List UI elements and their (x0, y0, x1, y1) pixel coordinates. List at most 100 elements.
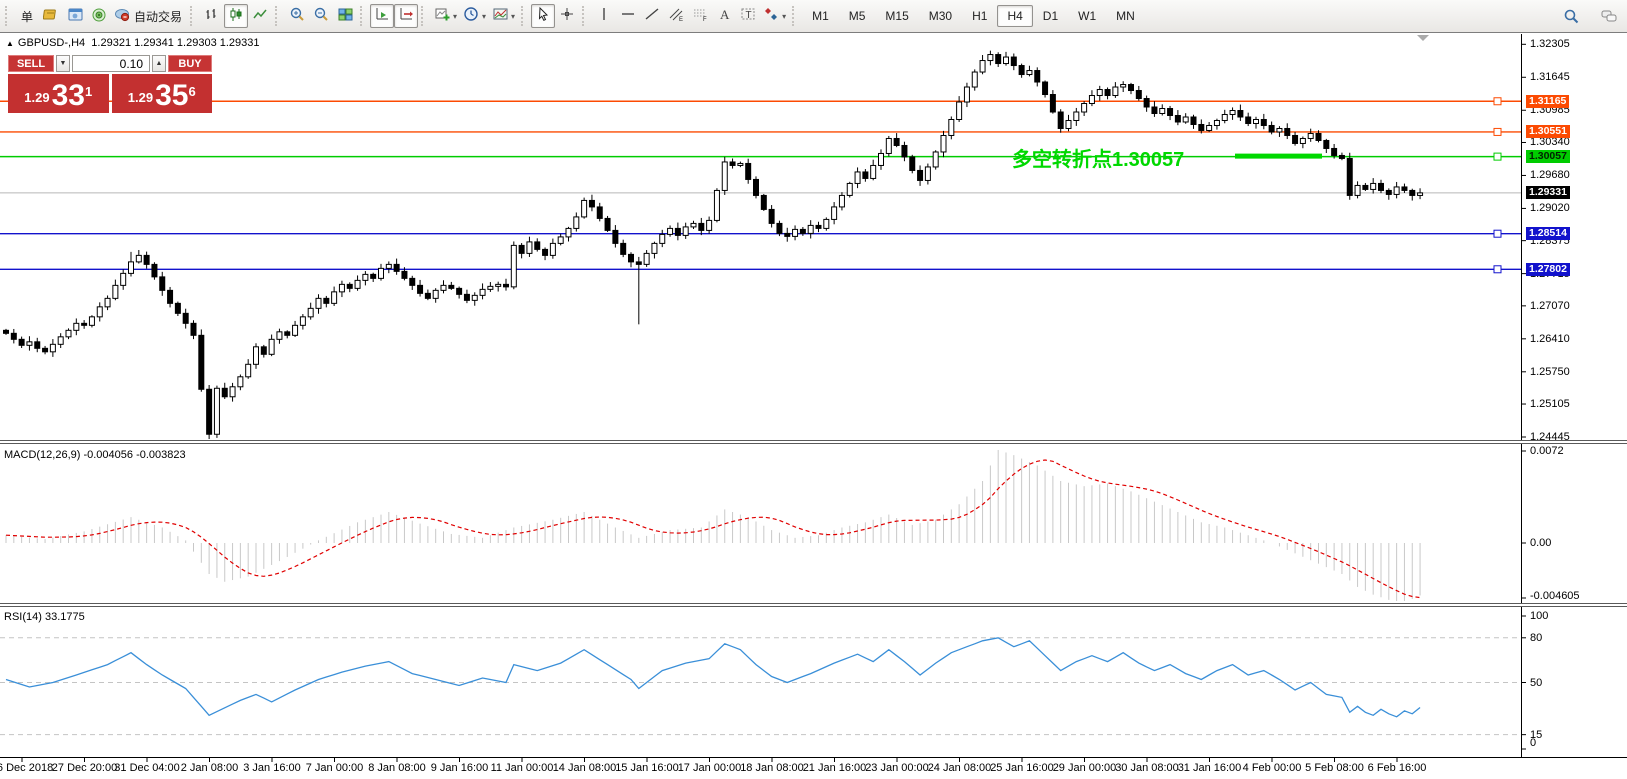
label-button[interactable]: T (736, 4, 760, 28)
profile-icon[interactable] (63, 4, 87, 28)
tf-w1[interactable]: W1 (1068, 5, 1106, 27)
candle-body (753, 178, 759, 196)
label-icon: T (740, 6, 757, 26)
one-click-trading-panel: SELL ▼ 0.10 ▲ BUY 1.29 33 1 1.29 35 6 (8, 55, 212, 113)
candle-body (768, 208, 775, 224)
candle-chart-button[interactable] (224, 4, 249, 28)
signal-icon-icon (91, 6, 108, 26)
cursor-button[interactable] (531, 4, 556, 28)
trendline-button[interactable] (640, 4, 664, 28)
tf-d1[interactable]: D1 (1033, 5, 1068, 27)
periods-menu-button[interactable]: ▾ (460, 4, 489, 28)
chevron-down-icon[interactable]: ▾ (511, 11, 516, 21)
candle-body (1018, 65, 1025, 76)
tf-m30[interactable]: M30 (919, 5, 962, 27)
candle-body (198, 334, 205, 390)
candle-body (57, 336, 64, 345)
chevron-down-icon[interactable]: ▾ (453, 11, 458, 21)
candle-body (862, 171, 869, 179)
candle-body (1315, 132, 1322, 141)
channel-icon: E (668, 6, 685, 26)
sell-button[interactable]: SELL (8, 55, 54, 72)
tf-m5-label: M5 (848, 9, 866, 23)
auto-scroll-button[interactable] (370, 4, 395, 28)
candle-body (42, 347, 49, 353)
candle-body (854, 171, 861, 184)
candle-body (1174, 114, 1181, 123)
tf-m5[interactable]: M5 (839, 5, 876, 27)
channel-button[interactable]: E (664, 4, 688, 28)
indicators-button[interactable]: ▾ (431, 4, 460, 28)
autotrade-button[interactable]: 自动交易 (111, 4, 187, 28)
toolbar-grip (421, 6, 427, 26)
vertical-line-button[interactable] (592, 4, 616, 28)
zoom-out-button[interactable] (309, 4, 333, 28)
new-order-button[interactable]: 单 (15, 4, 39, 28)
chevron-down-icon[interactable]: ▾ (482, 11, 487, 21)
candle-body (284, 331, 291, 336)
candle-body (88, 316, 95, 326)
tf-m30-label: M30 (928, 9, 953, 23)
tf-mn[interactable]: MN (1106, 5, 1145, 27)
volume-input[interactable]: 0.10 (72, 55, 150, 72)
new-order-icon[interactable] (39, 4, 63, 28)
tile-windows-button[interactable] (333, 4, 357, 28)
tf-h1[interactable]: H1 (962, 5, 997, 27)
autotrade-icon (114, 6, 131, 26)
tf-m1-label: M1 (812, 9, 829, 23)
buy-price-button[interactable]: 1.29 35 6 (111, 74, 212, 113)
resistance-line-2-handle (1493, 127, 1502, 136)
zoom-in-button[interactable] (285, 4, 309, 28)
toolbar-grip (275, 6, 281, 26)
text-icon: A (716, 6, 733, 26)
candle-body (674, 227, 681, 236)
candle-body (1401, 186, 1408, 191)
templates-button[interactable]: ▾ (489, 4, 518, 28)
arrows-icon (763, 6, 780, 26)
chart-macd-separator[interactable] (0, 440, 1627, 444)
tf-m15[interactable]: M15 (875, 5, 918, 27)
candle-body (346, 283, 353, 289)
buy-button[interactable]: BUY (168, 55, 212, 72)
text-button[interactable]: A (712, 4, 736, 28)
candle-body (581, 199, 588, 218)
chevron-down-icon[interactable]: ▾ (782, 11, 787, 21)
candle-body (659, 233, 666, 244)
candle-body (721, 161, 728, 191)
volume-decrease-button[interactable]: ▼ (56, 55, 70, 72)
candle-body (917, 169, 924, 181)
macd-indicator-label: MACD(12,26,9) -0.004056 -0.003823 (4, 449, 186, 461)
horizontal-line-button[interactable] (616, 4, 640, 28)
candle-body (549, 242, 556, 256)
candle-body (104, 297, 111, 308)
crosshair-button[interactable] (555, 4, 579, 28)
macd-rsi-separator[interactable] (0, 603, 1627, 607)
sell-price-button[interactable]: 1.29 33 1 (8, 74, 109, 113)
candle-body (26, 341, 33, 346)
pivot-annotation-text[interactable]: 多空转折点1.30057 (1012, 149, 1185, 171)
tf-h4[interactable]: H4 (997, 5, 1033, 27)
candle-body (463, 293, 470, 301)
candle-body (1120, 84, 1127, 88)
candle-body (1284, 127, 1291, 136)
search-icon[interactable] (1559, 5, 1583, 29)
candle-body (1276, 127, 1283, 133)
candle-body (518, 244, 525, 254)
candle-body (190, 322, 197, 336)
collapse-panel-icon[interactable]: ▲ (6, 39, 14, 48)
candle-body (1112, 86, 1119, 97)
chat-icon[interactable] (1597, 5, 1621, 29)
line-chart-button[interactable] (248, 4, 272, 28)
signal-icon[interactable] (87, 4, 111, 28)
chart-shift-button[interactable] (394, 4, 419, 28)
candle-body (276, 331, 283, 340)
candle-body (971, 71, 978, 88)
bar-chart-button[interactable] (200, 4, 224, 28)
fibonacci-button[interactable]: F (688, 4, 712, 28)
volume-increase-button[interactable]: ▲ (152, 55, 166, 72)
arrows-button[interactable]: ▾ (760, 4, 789, 28)
candle-body (49, 343, 56, 353)
tf-m1[interactable]: M1 (802, 5, 839, 27)
bar-chart-icon (204, 6, 221, 26)
